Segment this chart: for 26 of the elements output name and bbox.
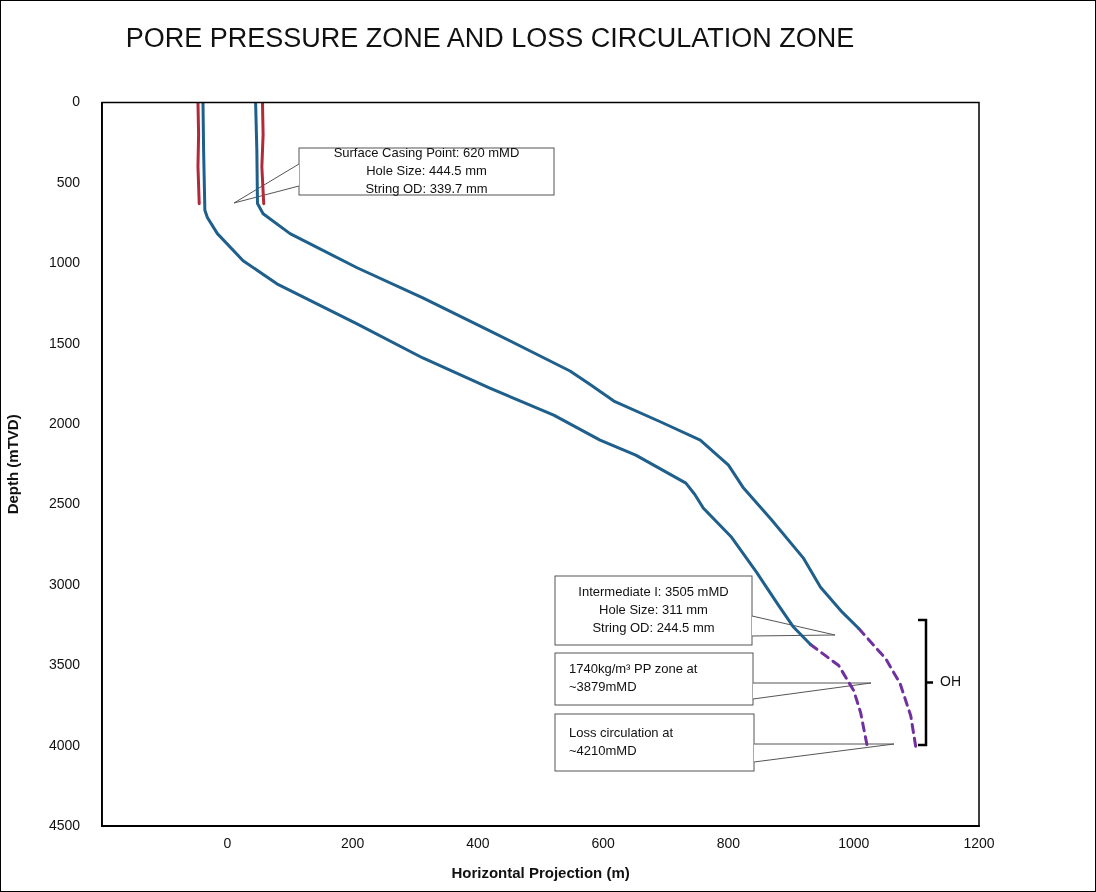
annotation: Intermediate I: 3505 mMD Hole Size: 311 mm String OD: 244.5 mm [578, 583, 729, 635]
x-tick-label: 1200 [963, 835, 995, 852]
y-tick-label: 1000 [48, 254, 81, 271]
x-tick-label: 1000 [838, 835, 870, 852]
x-axis-title: Horizontal Projection (m) [451, 864, 630, 882]
x-tick-label: 400 [466, 835, 490, 852]
y-tick-label: 0 [72, 93, 81, 110]
line-series [857, 627, 918, 749]
chart-title: PORE PRESSURE ZONE AND LOSS CIRCULATION ZONE [125, 22, 855, 53]
y-tick-label: 2500 [48, 495, 81, 512]
annotation: 1740kg/m³ PP zone at ~3879mMD [569, 661, 698, 695]
annotation: Surface Casing Point: 620 mMD Hole Size: 444.5 mm String OD: 339.7 mm [333, 144, 520, 196]
y-tick-label: 500 [56, 173, 81, 190]
x-tick-label: 200 [340, 835, 365, 852]
y-tick-label: 1500 [48, 334, 81, 351]
x-tick-label: 0 [223, 835, 232, 852]
y-axis-title: Depth (mTVD) [4, 414, 22, 515]
y-tick-label: 3500 [48, 656, 81, 673]
x-tick-label: 800 [716, 835, 741, 852]
y-tick-label: 4000 [48, 736, 81, 753]
y-tick-label: 4500 [48, 817, 81, 834]
annotation: Loss circulation at ~4210mMD [569, 724, 674, 758]
y-tick-label: 3000 [48, 575, 81, 592]
x-tick-label: 600 [591, 835, 616, 852]
annotation: OH [940, 673, 961, 690]
y-tick-label: 2000 [48, 414, 81, 431]
